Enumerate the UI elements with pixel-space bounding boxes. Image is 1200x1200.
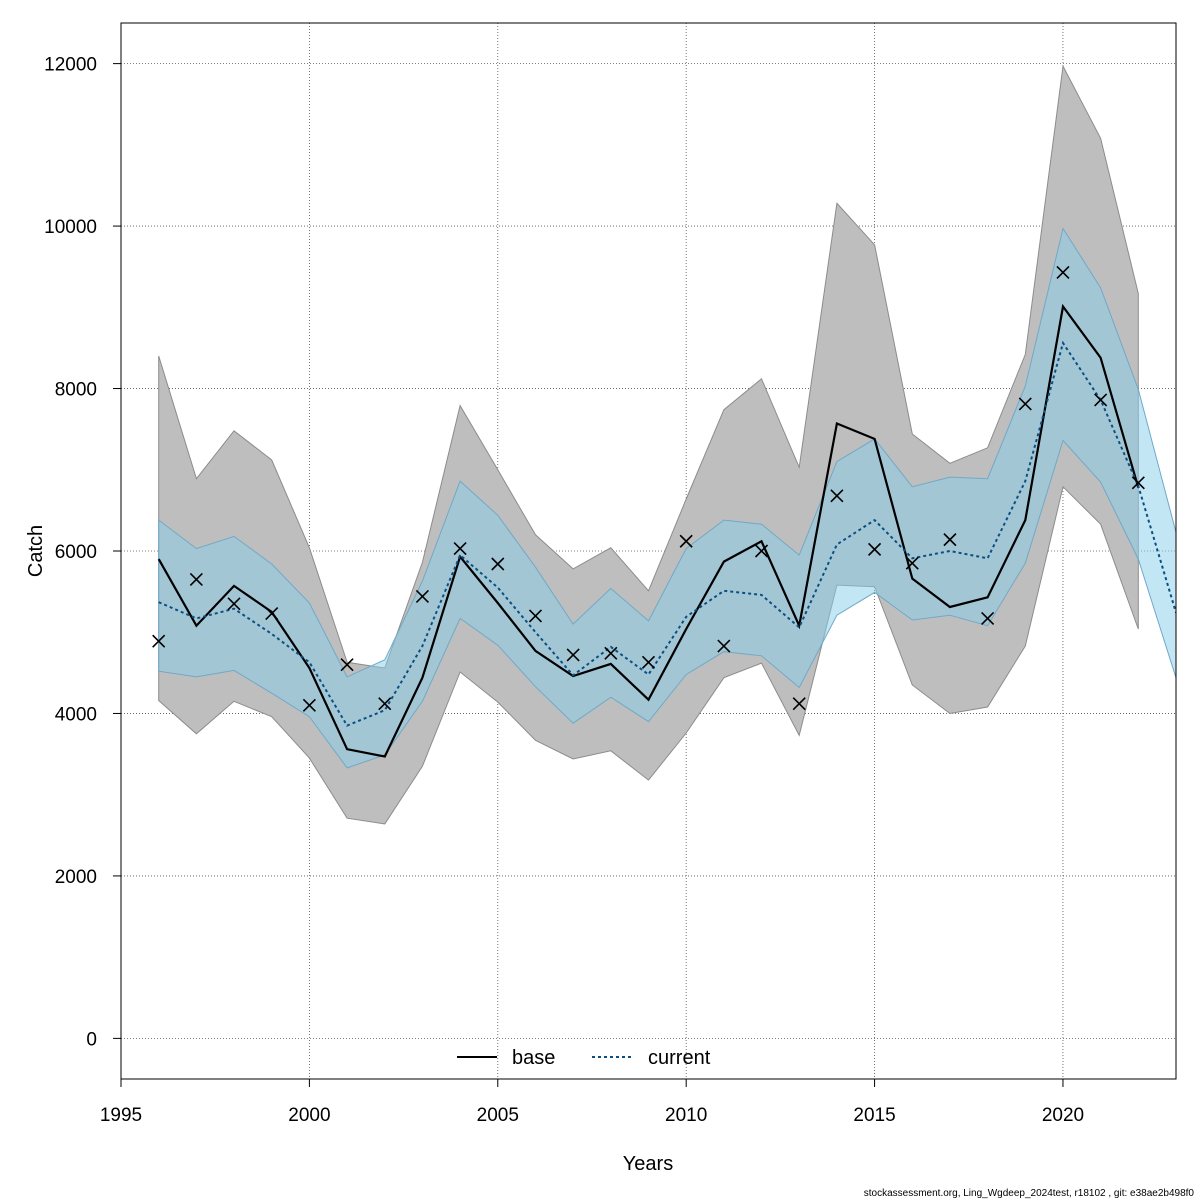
x-tick-label: 2015 (853, 1105, 895, 1126)
observation-point (1056, 265, 1070, 279)
legend: base current (457, 1047, 711, 1069)
x-tick-label: 1995 (100, 1105, 142, 1126)
y-tick-label: 0 (86, 1029, 97, 1050)
observation-point (1094, 393, 1108, 407)
observation-point (717, 639, 731, 653)
observation-point (830, 489, 844, 503)
y-tick-label: 10000 (44, 217, 97, 238)
x-tick-label: 2005 (477, 1105, 519, 1126)
observation-point (1018, 397, 1032, 411)
observation-point (566, 648, 580, 662)
observation-point (340, 658, 354, 672)
y-tick-label: 6000 (55, 542, 97, 563)
observation-point (905, 556, 919, 570)
observations (152, 265, 1145, 712)
footer-credit: stockassessment.org, Ling_Wgdeep_2024tes… (864, 1188, 1195, 1199)
plot-area (152, 64, 1176, 825)
observation-point (604, 646, 618, 660)
y-tick-label: 4000 (55, 704, 97, 725)
observation-point (679, 534, 693, 548)
y-axis: 0 2000 4000 6000 8000 10000 12000 (44, 55, 122, 1050)
observation-point (792, 697, 806, 711)
legend-label-base: base (512, 1047, 555, 1069)
y-tick-label: 8000 (55, 380, 97, 401)
observation-point (189, 572, 203, 586)
legend-label-current: current (648, 1047, 711, 1069)
confidence-band-current (158, 227, 1176, 769)
observation-point (415, 589, 429, 604)
observation-point (491, 557, 505, 571)
observation-point (378, 697, 392, 711)
x-tick-label: 2000 (288, 1105, 330, 1126)
x-axis-title: Years (623, 1153, 673, 1175)
observation-point (302, 698, 316, 712)
observation-point (754, 544, 769, 558)
series-lines (157, 303, 1176, 758)
observation-point (868, 542, 882, 556)
x-tick-label: 2020 (1042, 1105, 1084, 1126)
observation-point (453, 541, 467, 556)
observation-point (943, 533, 957, 547)
series-line-base (157, 303, 1140, 758)
observation-point (641, 655, 656, 669)
x-tick-label: 2010 (665, 1105, 707, 1126)
x-axis: 1995 2000 2005 2010 2015 2020 (100, 1078, 1084, 1126)
observation-point (981, 611, 995, 625)
observation-point (152, 634, 166, 648)
y-tick-label: 2000 (55, 867, 97, 888)
confidence-bands (158, 64, 1176, 825)
observation-point (265, 606, 279, 621)
observation-point (1131, 476, 1145, 490)
observation-point (227, 597, 241, 611)
y-axis-title: Catch (25, 525, 47, 577)
series-line-current (158, 340, 1176, 727)
observation-point (528, 609, 543, 623)
y-tick-label: 12000 (44, 55, 97, 76)
